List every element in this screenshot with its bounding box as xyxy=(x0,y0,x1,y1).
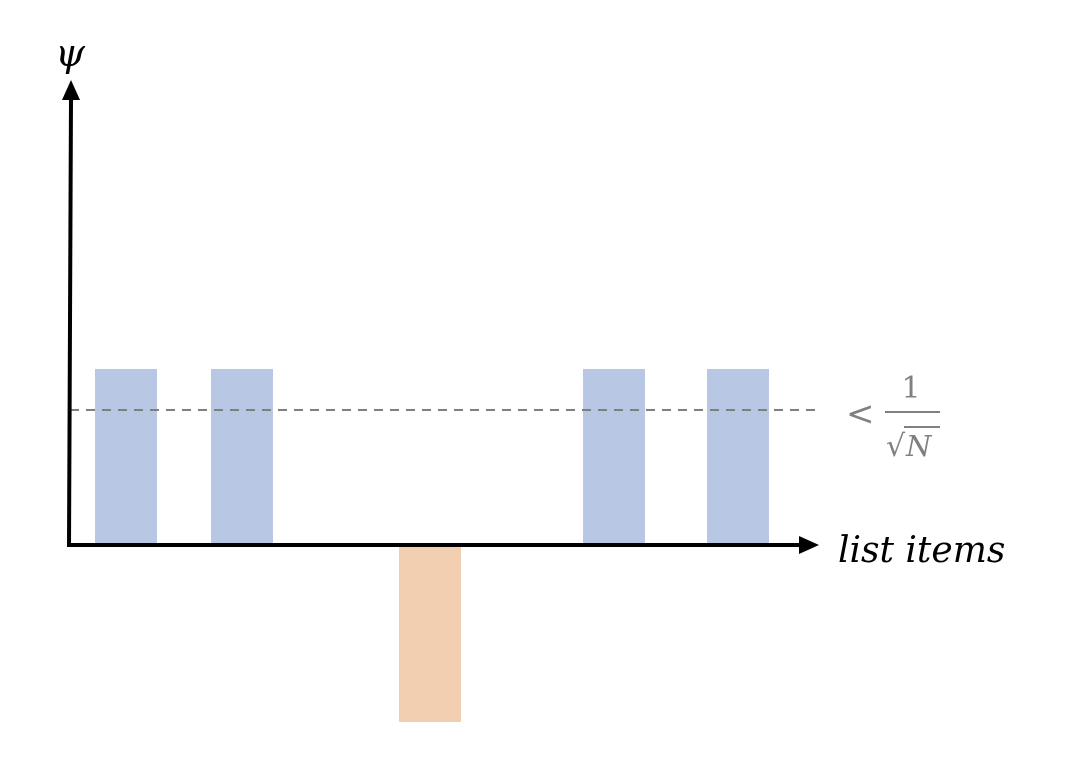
threshold-radicand: N xyxy=(905,429,933,463)
threshold-annotation: < 1 √ N xyxy=(846,371,940,464)
y-axis-label: ψ xyxy=(55,31,86,75)
amplitude-bar-2 xyxy=(211,369,273,543)
amplitude-bar-3 xyxy=(583,369,645,543)
x-axis-label: list items xyxy=(838,530,1005,571)
x-axis-arrowhead xyxy=(799,536,819,554)
threshold-radical: √ xyxy=(886,429,906,464)
y-axis xyxy=(67,97,73,547)
amplitude-bar-1 xyxy=(95,369,157,543)
threshold-numerator: 1 xyxy=(901,371,920,406)
y-axis-arrowhead xyxy=(62,80,80,100)
amplitude-bar-4 xyxy=(707,369,769,543)
threshold-relation: < xyxy=(846,394,875,434)
amplitude-bar-negative xyxy=(399,547,461,722)
